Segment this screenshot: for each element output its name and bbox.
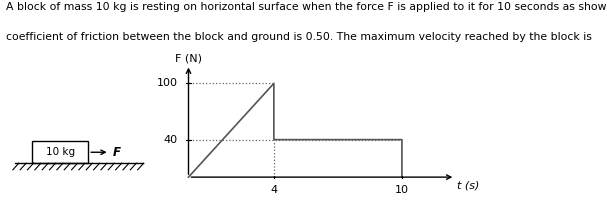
Text: 10: 10	[395, 185, 409, 195]
Text: coefficient of friction between the block and ground is 0.50. The maximum veloci: coefficient of friction between the bloc…	[6, 32, 592, 42]
Text: 10 kg: 10 kg	[46, 147, 75, 157]
Text: 100: 100	[157, 78, 178, 88]
Text: A block of mass 10 kg is resting on horizontal surface when the force F is appli: A block of mass 10 kg is resting on hori…	[6, 2, 607, 12]
Bar	[32, 141, 88, 163]
Text: 40: 40	[164, 135, 178, 145]
Text: F: F	[112, 146, 120, 159]
Text: 4: 4	[270, 185, 277, 195]
Text: t (s): t (s)	[458, 181, 480, 191]
Text: F (N): F (N)	[175, 54, 202, 64]
